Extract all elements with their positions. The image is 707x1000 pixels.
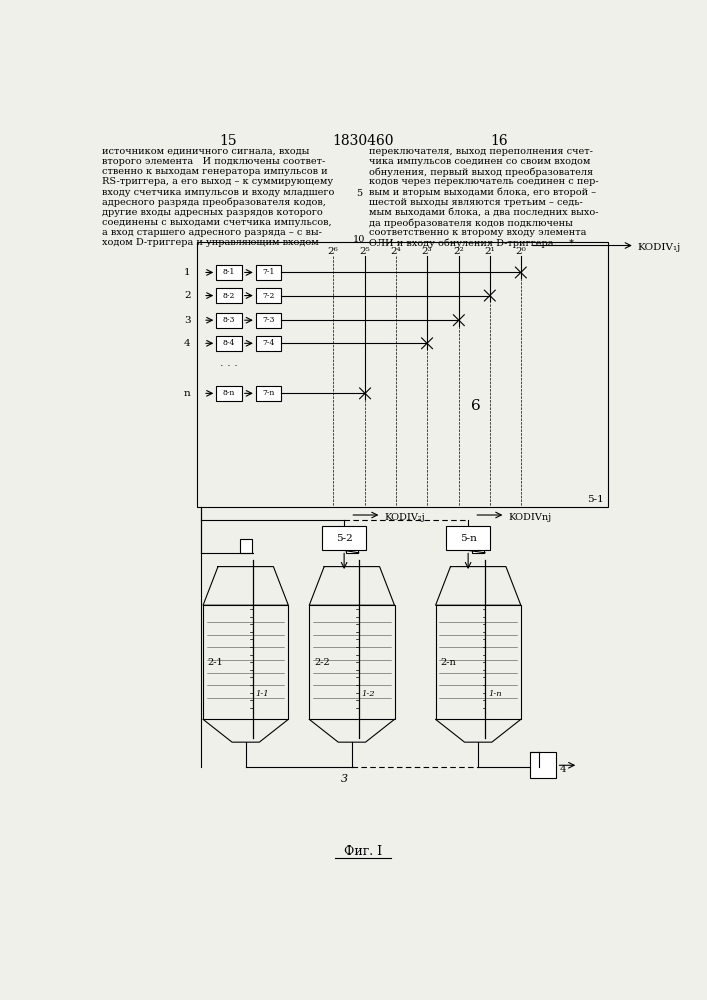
Text: 6: 6 [472, 399, 481, 413]
Bar [346, 539, 358, 553]
Bar [256, 265, 281, 280]
Text: 2: 2 [184, 291, 191, 300]
Text: 8-n: 8-n [223, 389, 235, 397]
Text: адресного разряда преобразователя кодов,: адресного разряда преобразователя кодов, [103, 198, 326, 207]
Text: 7-3: 7-3 [262, 316, 275, 324]
Text: 8-2: 8-2 [223, 292, 235, 300]
Bar [216, 336, 242, 351]
Bar [203, 605, 288, 719]
Bar [216, 312, 242, 328]
Text: а вход старшего адресного разряда – с вы-: а вход старшего адресного разряда – с вы… [103, 228, 322, 237]
Text: второго элемента   И подключены соответ-: второго элемента И подключены соответ- [103, 157, 326, 166]
Text: 8-3: 8-3 [223, 316, 235, 324]
Text: 2⁵: 2⁵ [360, 247, 370, 256]
Bar [216, 288, 242, 303]
Text: 4: 4 [559, 765, 566, 774]
Text: другие входы адресных разрядов которого: другие входы адресных разрядов которого [103, 208, 323, 217]
Bar [530, 752, 556, 778]
Text: соединены с выходами счетчика импульсов,: соединены с выходами счетчика импульсов, [103, 218, 332, 227]
Text: да преобразователя кодов подключены: да преобразователя кодов подключены [369, 218, 573, 228]
Bar [309, 605, 395, 719]
Bar [216, 386, 242, 401]
Text: 2⁴: 2⁴ [391, 247, 402, 256]
Bar [197, 242, 607, 507]
Text: Фиг. I: Фиг. I [344, 845, 382, 858]
Text: 7-4: 7-4 [262, 339, 275, 347]
Bar [446, 526, 490, 550]
Text: мым выходами блока, а два последних выхо-: мым выходами блока, а два последних выхо… [369, 208, 598, 217]
Text: соответственно к второму входу элемента: соответственно к второму входу элемента [369, 228, 586, 237]
Bar [256, 288, 281, 303]
Text: источником единичного сигнала, входы: источником единичного сигнала, входы [103, 147, 310, 156]
Bar [240, 539, 252, 553]
Text: 8-4: 8-4 [223, 339, 235, 347]
Bar [256, 312, 281, 328]
Text: n: n [184, 389, 191, 398]
Text: 7-1: 7-1 [262, 268, 275, 276]
Text: 2⁶: 2⁶ [327, 247, 338, 256]
Text: чика импульсов соединен со своим входом: чика импульсов соединен со своим входом [369, 157, 590, 166]
Text: 1830460: 1830460 [332, 134, 394, 148]
Text: 15: 15 [219, 134, 237, 148]
Text: 2¹: 2¹ [484, 247, 495, 256]
Text: 2²: 2² [453, 247, 464, 256]
Text: кодов через переключатель соединен с пер-: кодов через переключатель соединен с пер… [369, 177, 599, 186]
Text: RS-триггера, а его выход – к суммирующему: RS-триггера, а его выход – к суммирующем… [103, 177, 334, 186]
Bar [256, 386, 281, 401]
Text: . . .: . . . [220, 358, 238, 368]
Text: 1-2: 1-2 [362, 690, 375, 698]
Text: 8-1: 8-1 [223, 268, 235, 276]
Text: 2-n: 2-n [440, 658, 456, 667]
Text: 5-1: 5-1 [587, 495, 604, 504]
Text: 4: 4 [184, 339, 191, 348]
Text: 5: 5 [356, 189, 362, 198]
Text: 3: 3 [341, 774, 348, 784]
Text: 1-n: 1-n [488, 690, 502, 698]
Text: KODIV₂j: KODIV₂j [385, 513, 425, 522]
Text: обнуления, первый выход преобразователя: обнуления, первый выход преобразователя [369, 167, 593, 177]
Text: 1-1: 1-1 [256, 690, 269, 698]
Text: 7-n: 7-n [262, 389, 275, 397]
Text: ОЛИ и входу обнуления D-триггера.    *: ОЛИ и входу обнуления D-триггера. * [369, 238, 574, 248]
Text: 16: 16 [491, 134, 508, 148]
Bar [322, 526, 366, 550]
Text: 7-2: 7-2 [262, 292, 275, 300]
Bar [216, 265, 242, 280]
Text: 3: 3 [184, 316, 191, 325]
Text: KODIVnj: KODIVnj [508, 513, 551, 522]
Bar [472, 539, 484, 553]
Bar [436, 605, 521, 719]
Text: 2³: 2³ [422, 247, 433, 256]
Text: переключателя, выход переполнения счет-: переключателя, выход переполнения счет- [369, 147, 592, 156]
Text: 2⁰: 2⁰ [515, 247, 526, 256]
Text: 1: 1 [184, 268, 191, 277]
Text: вым и вторым выходами блока, его второй –: вым и вторым выходами блока, его второй … [369, 188, 596, 197]
Text: ходом D-триггера и управляющим входом: ходом D-триггера и управляющим входом [103, 238, 319, 247]
Text: KODIV₁j: KODIV₁j [637, 243, 680, 252]
Text: входу счетчика импульсов и входу младшего: входу счетчика импульсов и входу младшег… [103, 188, 334, 197]
Text: ственно к выходам генератора импульсов и: ственно к выходам генератора импульсов и [103, 167, 328, 176]
Text: 2-2: 2-2 [314, 658, 329, 667]
Text: 10: 10 [353, 235, 365, 244]
Text: 5-2: 5-2 [336, 534, 353, 543]
Text: шестой выходы являются третьим – седь-: шестой выходы являются третьим – седь- [369, 198, 583, 207]
Text: 5-n: 5-n [460, 534, 477, 543]
Text: 2-1: 2-1 [208, 658, 223, 667]
Bar [256, 336, 281, 351]
